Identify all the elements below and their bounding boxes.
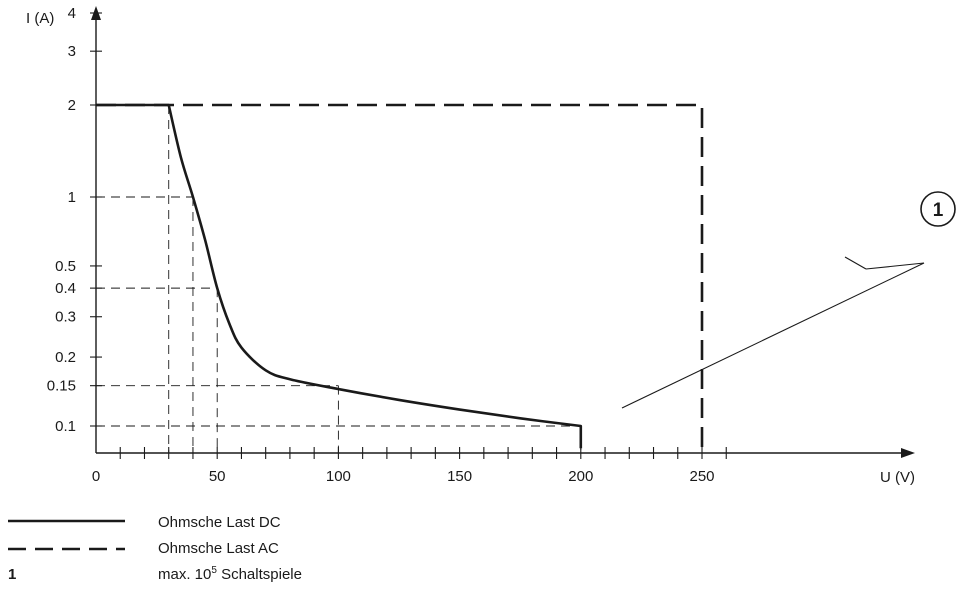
y-tick-label: 0.3 xyxy=(55,309,76,326)
x-tick-label: 200 xyxy=(568,468,593,485)
callout-leader-dc xyxy=(621,262,925,409)
legend-item-dc: Ohmsche Last DC xyxy=(8,511,428,537)
legend: Ohmsche Last DC Ohmsche Last AC 1 max. 1… xyxy=(8,511,428,589)
x-tick-label: 0 xyxy=(92,468,100,485)
callout-label: 1 xyxy=(933,200,944,221)
x-tick-label: 150 xyxy=(447,468,472,485)
chart: 0 50 100 150 200 250 0.1 0.15 0.2 0.3 0.4 0.5 1 2 3 4 1… xyxy=(26,5,956,486)
series-dc-line xyxy=(96,103,583,449)
legend-swatch-dashed xyxy=(8,547,125,551)
y-tick-label: 2 xyxy=(68,97,76,114)
legend-note-text: max. 105 Schaltspiele xyxy=(158,565,302,585)
y-tick-label: 0.15 xyxy=(47,378,76,395)
y-tick-label: 3 xyxy=(68,43,76,60)
x-axis-label: U (V) xyxy=(880,469,915,486)
x-axis-arrow xyxy=(901,448,915,458)
y-tick-label: 0.2 xyxy=(55,349,76,366)
y-tick-label: 0.1 xyxy=(55,418,76,435)
legend-note-key: 1 xyxy=(8,566,17,583)
legend-label-ac: Ohmsche Last AC xyxy=(158,540,279,557)
legend-label-dc: Ohmsche Last DC xyxy=(158,514,281,531)
y-tick-label: 0.5 xyxy=(55,258,76,275)
axes xyxy=(91,6,915,458)
reference-lines xyxy=(96,104,582,453)
y-tick-label: 1 xyxy=(68,189,76,206)
x-tick-label: 50 xyxy=(209,468,226,485)
x-tick-label: 250 xyxy=(689,468,714,485)
series-group xyxy=(96,103,704,449)
callout: 1 xyxy=(621,191,956,409)
callout-circle xyxy=(920,191,956,227)
legend-swatch-solid xyxy=(8,519,125,523)
y-tick-label: 4 xyxy=(68,5,76,22)
y-axis-label: I (A) xyxy=(26,10,54,27)
y-tick-label: 0.4 xyxy=(55,280,76,297)
ticks: 0 50 100 150 200 250 0.1 0.15 0.2 0.3 0.4 0.5 1 2 3 4 xyxy=(47,5,727,485)
x-tick-label: 100 xyxy=(326,468,351,485)
legend-note-suffix: Schaltspiele xyxy=(216,566,302,583)
callout-leader-join xyxy=(865,262,925,270)
series-ac-line xyxy=(96,103,704,449)
legend-item-ac: Ohmsche Last AC xyxy=(8,537,428,563)
callout-leader-ac xyxy=(844,256,867,270)
legend-note-exponent: 5 xyxy=(211,565,217,576)
legend-note-prefix: max. 10 xyxy=(158,566,212,583)
legend-item-note: 1 max. 105 Schaltspiele xyxy=(8,563,428,589)
